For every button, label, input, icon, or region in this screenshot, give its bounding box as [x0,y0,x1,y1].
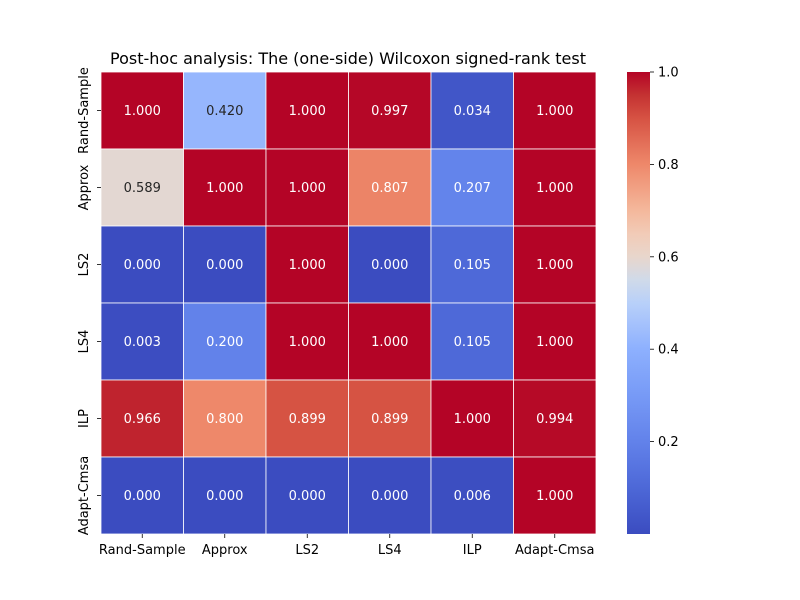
colorbar-gradient [627,72,650,534]
x-tick-label: ILP [463,543,482,558]
cell-value-label: 0.000 [124,258,161,273]
heatmap-cell [430,302,514,381]
cell-value-label: 0.000 [371,258,408,273]
cell-value-label: 1.000 [536,181,573,196]
cell-value-label: 0.420 [206,104,243,119]
heatmap-cell [348,302,432,381]
heatmap-cell [513,225,597,304]
y-tick-label: LS2 [77,253,92,277]
heatmap-cell [265,379,349,458]
y-tick-label: Adapt-Cmsa [77,456,92,535]
cell-value-label: 1.000 [289,335,326,350]
y-tick-label: Rand-Sample [77,67,92,154]
heatmap-cell [513,456,597,535]
cell-value-label: 1.000 [206,181,243,196]
heatmap-cell [513,71,597,150]
cell-value-label: 0.000 [206,489,243,504]
cell-value-label: 0.207 [454,181,491,196]
cell-value-label: 1.000 [371,335,408,350]
colorbar-tick-label: 0.8 [658,158,679,173]
cell-value-label: 0.000 [371,489,408,504]
cell-value-label: 0.034 [454,104,491,119]
cell-value-label: 0.200 [206,335,243,350]
cell-value-label: 1.000 [124,104,161,119]
cell-value-label: 0.997 [371,104,408,119]
cell-value-label: 0.899 [289,412,326,427]
cell-value-label: 1.000 [289,104,326,119]
cell-value-label: 1.000 [289,258,326,273]
colorbar: 0.2 0.4 0.6 0.8 1.0 [627,66,679,534]
heatmap-cell [348,379,432,458]
heatmap-cell [348,148,432,227]
heatmap-cell [265,225,349,304]
heatmap-grid: 1.000 0.420 1.000 0.997 0.034 1.000 0.589 1.000… [100,71,597,535]
heatmap-cell [100,302,184,381]
heatmap-cell [100,71,184,150]
cell-value-label: 0.899 [371,412,408,427]
cell-value-label: 1.000 [536,489,573,504]
heatmap-cell [430,225,514,304]
heatmap-cell [183,148,267,227]
cell-value-label: 1.000 [536,258,573,273]
heatmap-cell [100,379,184,458]
heatmap-cell [513,379,597,458]
x-tick-label: LS2 [295,543,319,558]
cell-value-label: 0.006 [454,489,491,504]
cell-value-label: 0.105 [454,335,491,350]
cell-value-label: 0.994 [536,412,573,427]
heatmap-cell [265,302,349,381]
colorbar-tick-label: 1.0 [658,66,679,81]
cell-value-label: 0.800 [206,412,243,427]
heatmap-cell [183,225,267,304]
x-axis: Rand-Sample Approx LS2 LS4 ILP Adapt-Cmsa [99,534,594,558]
cell-value-label: 0.966 [124,412,161,427]
x-tick-label: Rand-Sample [99,543,186,558]
heatmap-cell [183,71,267,150]
x-tick-label: Adapt-Cmsa [515,543,594,558]
cell-value-label: 1.000 [536,335,573,350]
cell-value-label: 0.807 [371,181,408,196]
colorbar-tick-label: 0.6 [658,250,679,265]
cell-value-label: 0.000 [206,258,243,273]
cell-value-label: 0.000 [289,489,326,504]
y-tick-label: ILP [77,409,92,428]
x-tick-label: LS4 [378,543,402,558]
heatmap-cell [513,148,597,227]
heatmap-cell [348,71,432,150]
heatmap-cell [430,71,514,150]
cell-value-label: 1.000 [454,412,491,427]
heatmap-cell [348,225,432,304]
chart-title: Post-hoc analysis: The (one-side) Wilcox… [110,49,586,68]
heatmap-cell [100,456,184,535]
cell-value-label: 0.003 [124,335,161,350]
colorbar-tick-label: 0.4 [658,343,679,358]
heatmap-cell [265,71,349,150]
y-axis: Rand-Sample Approx LS2 LS4 ILP Adapt-Cmsa [77,67,101,535]
cell-value-label: 1.000 [536,104,573,119]
heatmap-cell [100,225,184,304]
cell-value-label: 1.000 [289,181,326,196]
cell-value-label: 0.589 [124,181,161,196]
x-tick-label: Approx [202,543,248,558]
cell-value-label: 0.000 [124,489,161,504]
colorbar-tick-label: 0.2 [658,435,679,450]
heatmap-cell [430,379,514,458]
heatmap-cell [183,302,267,381]
y-tick-label: Approx [77,164,92,210]
cell-value-label: 0.105 [454,258,491,273]
y-tick-label: LS4 [77,330,92,354]
heatmap-cell [513,302,597,381]
heatmap-cell [430,456,514,535]
